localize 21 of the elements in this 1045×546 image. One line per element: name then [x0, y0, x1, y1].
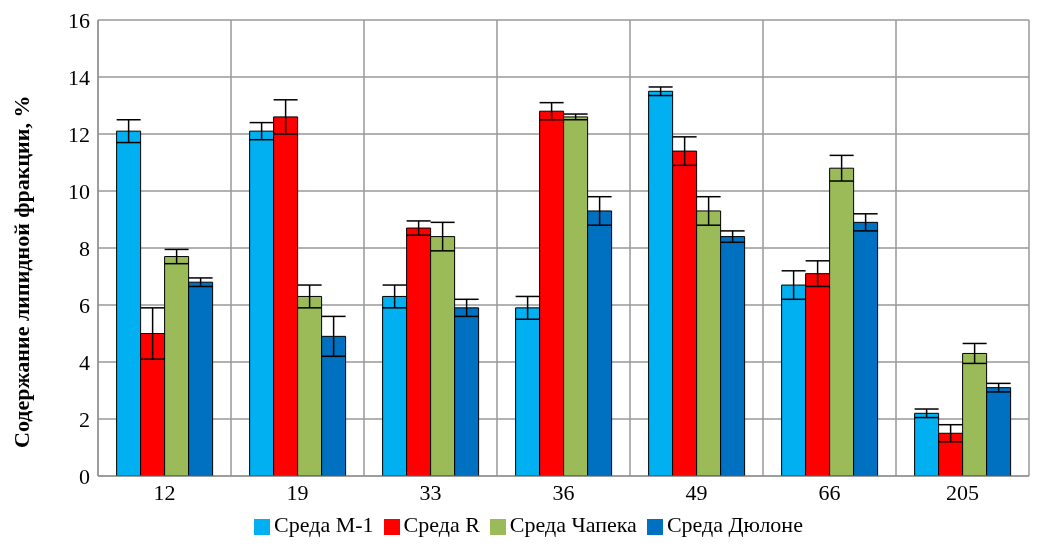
- y-tick-label: 10: [68, 178, 90, 204]
- y-tick-label: 6: [79, 292, 90, 318]
- x-tick-label: 205: [946, 479, 979, 505]
- x-tick-label: 49: [685, 479, 708, 505]
- legend-label: Среда М-1: [274, 512, 374, 537]
- y-axis-title: Содержание липидной фракции, %: [8, 95, 34, 448]
- legend-label: Среда R: [403, 512, 480, 537]
- y-tick-label: 0: [79, 463, 90, 489]
- x-tick-label: 33: [419, 479, 442, 505]
- x-tick-label: 66: [818, 479, 841, 505]
- y-tick-label: 4: [79, 349, 90, 375]
- y-tick-label: 14: [68, 64, 90, 90]
- y-tick-label: 8: [79, 235, 90, 261]
- legend-label: Среда Чапека: [509, 512, 637, 537]
- x-tick-label: 36: [552, 479, 575, 505]
- x-tick-label: 19: [286, 479, 309, 505]
- y-tick-label: 16: [68, 7, 90, 33]
- x-tick-label: 12: [153, 479, 176, 505]
- legend-label: Среда Дюлоне: [666, 512, 803, 537]
- y-tick-label: 12: [68, 121, 90, 147]
- y-tick-label: 2: [79, 406, 90, 432]
